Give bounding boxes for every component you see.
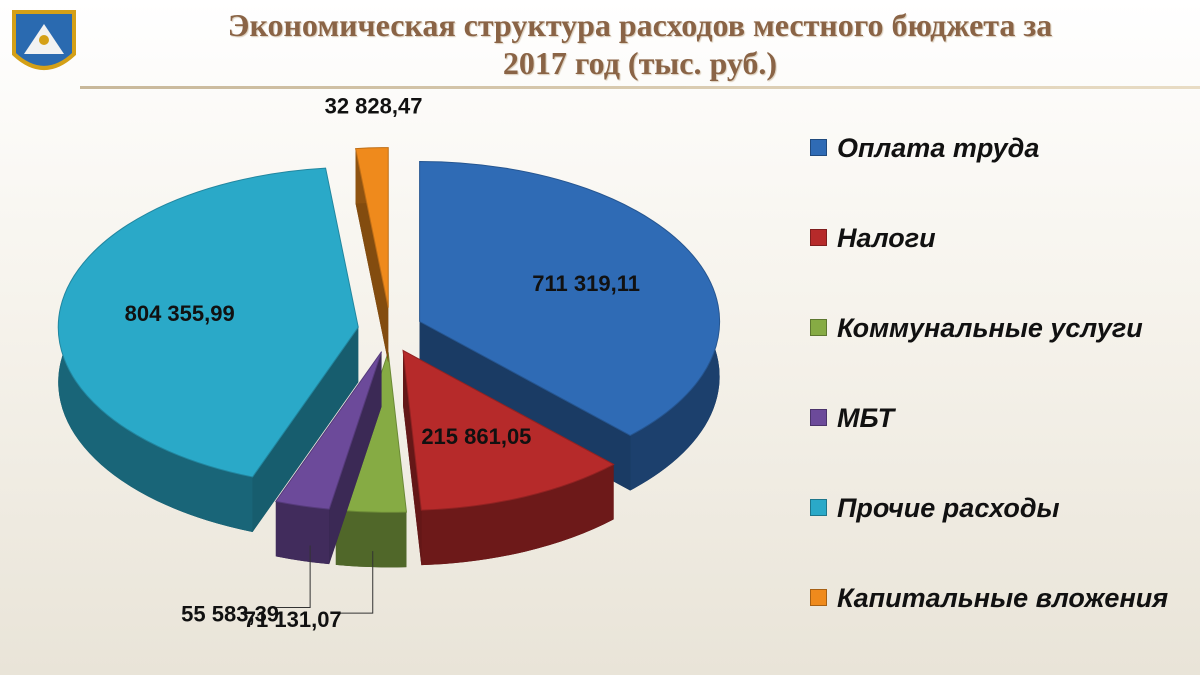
title-rule (80, 86, 1200, 89)
legend-swatch (810, 229, 827, 246)
data-label: 215 861,05 (421, 424, 531, 449)
legend-label: МБТ (837, 403, 895, 433)
legend-item: МБТ (810, 400, 1190, 490)
chart-title: Экономическая структура расходов местног… (227, 7, 1053, 81)
legend-swatch (810, 409, 827, 426)
legend-label: Налоги (837, 223, 936, 253)
data-label: 711 319,11 (532, 271, 640, 296)
emblem (12, 10, 76, 70)
slice-side (275, 501, 330, 565)
slice-wall (403, 350, 422, 566)
legend-swatch (810, 589, 827, 606)
pie-slice (402, 349, 615, 511)
data-label: 804 355,99 (125, 301, 235, 326)
legend: Оплата труда Налоги Коммунальные услуги МБТ… (810, 130, 1190, 670)
legend-item: Капитальные вложения (810, 580, 1190, 670)
data-label: 32 828,47 (325, 93, 423, 118)
legend-label: Прочие расходы (837, 493, 1060, 523)
pie-slice (354, 147, 389, 308)
legend-item: Коммунальные услуги (810, 310, 1190, 400)
legend-swatch (810, 319, 827, 336)
legend-label: Оплата труда (837, 133, 1040, 163)
leader-line (270, 545, 311, 608)
legend-label: Капитальные вложения (837, 583, 1169, 613)
legend-item: Оплата труда (810, 130, 1190, 220)
slice-side (421, 464, 614, 566)
pie-slice (57, 167, 359, 478)
pie-slice (419, 161, 721, 437)
slice-wall (252, 327, 359, 532)
pie-slice (274, 351, 383, 510)
legend-swatch (810, 499, 827, 516)
legend-swatch (810, 139, 827, 156)
legend-item: Прочие расходы (810, 490, 1190, 580)
data-label: 71 131,07 (244, 607, 342, 632)
legend-label: Коммунальные услуги (837, 313, 1143, 343)
legend-item: Налоги (810, 220, 1190, 310)
slice-side (335, 509, 407, 568)
leader-line (332, 551, 374, 614)
data-label: 55 583,39 (181, 601, 279, 626)
